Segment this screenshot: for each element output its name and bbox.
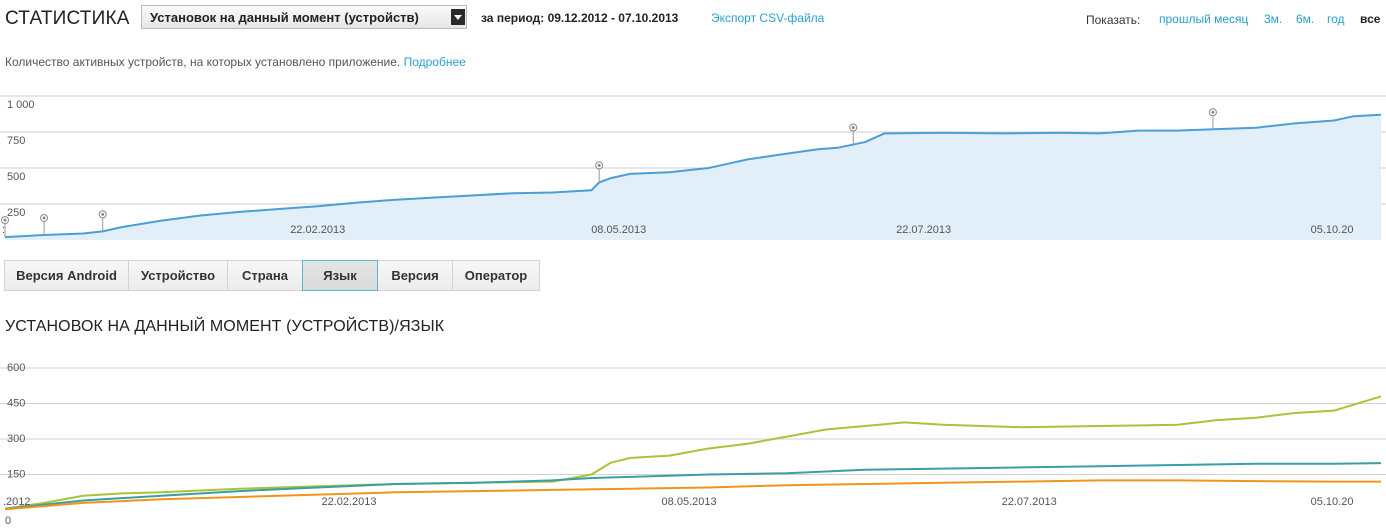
series-area — [5, 114, 1381, 240]
series-line — [4, 395, 1382, 510]
period-value: 09.12.2012 - 07.10.2013 — [547, 11, 679, 25]
x-tick-label: 22.07.2013 — [1002, 496, 1057, 508]
range-6m-link[interactable]: 6м. — [1296, 12, 1315, 26]
language-breakdown-chart: 600 450 300 150 0 .2012 22.02.2013 08.05.2013 22… — [0, 362, 1386, 527]
x-tick-label: 22.02.2013 — [321, 496, 376, 508]
range-all-link[interactable]: все — [1360, 12, 1381, 26]
dimension-tabs: Версия Android Устройство Страна Язык Ве… — [4, 260, 540, 291]
x-tick-label: : — [2, 224, 5, 236]
metric-select[interactable]: Установок на данный момент (устройств) — [141, 5, 467, 29]
chart-description: Количество активных устройств, на которы… — [5, 55, 466, 69]
x-tick-label: 08.05.2013 — [591, 224, 646, 236]
x-tick-label: .2012 — [3, 496, 31, 508]
tab-android-version[interactable]: Версия Android — [4, 260, 129, 291]
page-title: СТАТИСТИКА — [5, 8, 130, 29]
x-tick-label: 05.10.20 — [1311, 224, 1354, 236]
y-tick-label: 300 — [7, 433, 25, 445]
chevron-down-icon[interactable] — [451, 9, 465, 25]
y-tick-label: 250 — [7, 207, 25, 219]
y-tick-label: 450 — [7, 398, 25, 410]
y-tick-label: 600 — [7, 362, 25, 374]
tab-country[interactable]: Страна — [227, 260, 303, 291]
period-label: за период: — [481, 11, 545, 25]
tab-operator[interactable]: Оператор — [452, 260, 540, 291]
series-line — [4, 479, 1381, 511]
y-tick-label: 0 — [5, 515, 11, 527]
y-tick-label: 150 — [7, 469, 25, 481]
tab-language[interactable]: Язык — [302, 260, 378, 291]
annotation-marker-dot — [1211, 110, 1215, 114]
main-installs-chart: 1 000 750 500 250 22.02.2013 08.05.2013 22.07.… — [0, 95, 1386, 240]
annotation-marker-dot — [851, 126, 855, 130]
export-csv-link[interactable]: Экспорт CSV-файла — [711, 11, 825, 25]
tab-device[interactable]: Устройство — [128, 260, 228, 291]
annotation-marker-dot — [42, 216, 46, 220]
description-text: Количество активных устройств, на которы… — [5, 55, 404, 69]
section-title: УСТАНОВОК НА ДАННЫЙ МОМЕНТ (УСТРОЙСТВ)/Я… — [5, 318, 445, 335]
y-tick-label: 500 — [7, 171, 25, 183]
metric-select-value: Установок на данный момент (устройств) — [150, 10, 419, 25]
more-link[interactable]: Подробнее — [403, 55, 466, 69]
y-tick-label: 1 000 — [7, 99, 35, 111]
x-tick-label: 22.07.2013 — [896, 224, 951, 236]
show-range-label: Показать: — [1086, 13, 1141, 27]
range-year-link[interactable]: год — [1327, 12, 1345, 26]
x-tick-label: 22.02.2013 — [290, 224, 345, 236]
annotation-marker-dot — [597, 163, 601, 167]
x-tick-label: 05.10.20 — [1311, 496, 1354, 508]
x-tick-label: 08.05.2013 — [662, 496, 717, 508]
annotation-marker-dot — [101, 212, 105, 216]
y-tick-label: 750 — [7, 135, 25, 147]
range-last-month-link[interactable]: прошлый месяц — [1159, 12, 1249, 26]
tab-version[interactable]: Версия — [377, 260, 453, 291]
annotation-marker-dot — [3, 218, 7, 222]
series-line — [4, 113, 1382, 239]
range-3m-link[interactable]: 3м. — [1264, 12, 1283, 26]
period-range: за период: 09.12.2012 - 07.10.2013 — [481, 11, 678, 25]
series-line — [4, 462, 1382, 510]
